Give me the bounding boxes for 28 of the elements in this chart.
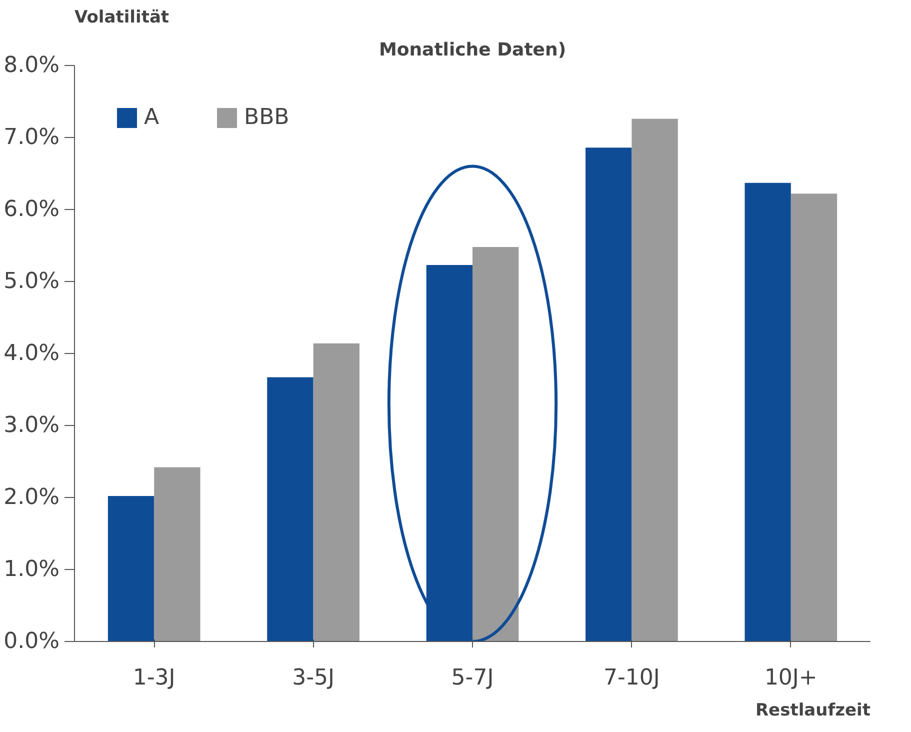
- bar: [472, 246, 519, 642]
- bar: [108, 496, 154, 642]
- x-tick-label: 1-3J: [132, 666, 176, 690]
- y-tick-label: 8.0%: [4, 53, 60, 78]
- y-tick-label: 5.0%: [4, 269, 60, 294]
- y-tick-label: 1.0%: [4, 557, 60, 582]
- bar: [267, 377, 314, 642]
- x-tick-label: 10J+: [764, 666, 818, 690]
- bar: [586, 148, 632, 642]
- bar: [744, 182, 791, 642]
- bar: [790, 194, 838, 642]
- bar: [632, 118, 678, 642]
- x-tick-label: 3-5J: [292, 666, 335, 690]
- y-tick-label: 2.0%: [4, 485, 60, 510]
- bar: [154, 467, 200, 642]
- bar: [313, 343, 360, 642]
- y-tick-label: 3.0%: [4, 413, 60, 438]
- y-tick-label: 0.0%: [4, 629, 60, 654]
- chart-title: Monatliche Daten): [378, 40, 566, 60]
- x-tick-label: 5-7J: [451, 666, 494, 690]
- y-tick-label: 4.0%: [4, 341, 60, 366]
- y-axis-title: Volatilität: [74, 8, 170, 28]
- legend-label: BBB: [244, 105, 290, 130]
- y-tick-label: 6.0%: [4, 197, 60, 222]
- y-tick-label: 7.0%: [4, 125, 60, 150]
- x-axis-title: Restlaufzeit: [755, 700, 871, 720]
- legend-label: A: [144, 105, 160, 130]
- x-tick-label: 7-10J: [603, 666, 660, 690]
